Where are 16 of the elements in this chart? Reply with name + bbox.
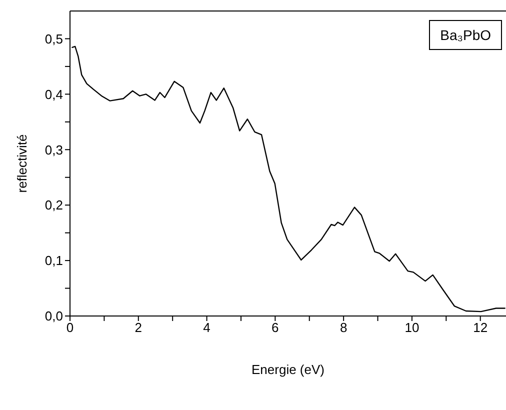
text: Ba₃PbO: [440, 27, 491, 43]
y-tick-label: 0,5: [44, 31, 63, 46]
y-tick-label: 0,3: [44, 142, 63, 158]
x-tick-label: 8: [340, 320, 348, 336]
x-axis-title: Energie (eV): [252, 362, 324, 377]
x-tick-label: 10: [404, 320, 420, 336]
y-tick-label: 0,0: [44, 308, 63, 324]
x-tick-label: 6: [272, 320, 279, 336]
x-tick-label: 4: [203, 320, 210, 336]
y-tick-label: 0,2: [44, 198, 63, 213]
y-axis-title: reflectivité: [14, 134, 30, 193]
x-tick-label: 0: [66, 320, 74, 336]
y-tick-label: 0,4: [44, 86, 63, 102]
x-tick-label: 12: [473, 320, 488, 336]
x-tick-label: 2: [134, 320, 142, 336]
y-tick-label: 0,1: [44, 253, 63, 268]
